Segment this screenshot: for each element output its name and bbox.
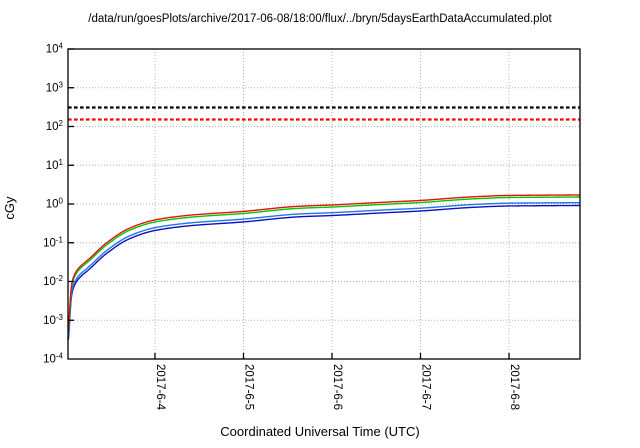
svg-text:2017-6-4: 2017-6-4	[154, 364, 166, 411]
svg-text:10-4: 10-4	[43, 351, 63, 366]
svg-text:104: 104	[46, 41, 64, 56]
svg-text:cGy: cGy	[2, 196, 17, 220]
svg-text:103: 103	[46, 80, 64, 95]
svg-text:100: 100	[46, 196, 64, 211]
svg-text:101: 101	[46, 157, 64, 172]
svg-text:10-3: 10-3	[43, 312, 63, 327]
svg-text:10-1: 10-1	[43, 235, 63, 250]
svg-text:2017-6-5: 2017-6-5	[243, 364, 255, 410]
svg-text:10-2: 10-2	[43, 274, 63, 289]
svg-text:2017-6-8: 2017-6-8	[508, 364, 520, 410]
svg-text:102: 102	[46, 119, 64, 134]
svg-text:2017-6-6: 2017-6-6	[331, 364, 343, 410]
svg-text:2017-6-7: 2017-6-7	[420, 364, 432, 410]
